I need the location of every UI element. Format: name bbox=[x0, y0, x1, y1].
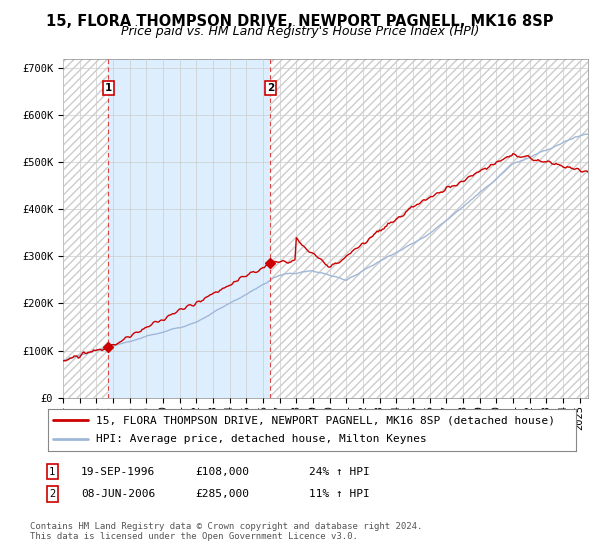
Text: 2: 2 bbox=[267, 82, 274, 92]
Text: Price paid vs. HM Land Registry's House Price Index (HPI): Price paid vs. HM Land Registry's House … bbox=[121, 25, 479, 38]
Text: 15, FLORA THOMPSON DRIVE, NEWPORT PAGNELL, MK16 8SP (detached house): 15, FLORA THOMPSON DRIVE, NEWPORT PAGNEL… bbox=[95, 415, 554, 425]
Text: HPI: Average price, detached house, Milton Keynes: HPI: Average price, detached house, Milt… bbox=[95, 435, 426, 445]
Text: 15, FLORA THOMPSON DRIVE, NEWPORT PAGNELL, MK16 8SP: 15, FLORA THOMPSON DRIVE, NEWPORT PAGNEL… bbox=[46, 14, 554, 29]
Text: 2: 2 bbox=[49, 489, 55, 499]
Text: Contains HM Land Registry data © Crown copyright and database right 2024.
This d: Contains HM Land Registry data © Crown c… bbox=[30, 522, 422, 542]
Text: 08-JUN-2006: 08-JUN-2006 bbox=[81, 489, 155, 499]
Text: 24% ↑ HPI: 24% ↑ HPI bbox=[309, 466, 370, 477]
Text: 1: 1 bbox=[105, 82, 112, 92]
Text: 11% ↑ HPI: 11% ↑ HPI bbox=[309, 489, 370, 499]
Text: £108,000: £108,000 bbox=[195, 466, 249, 477]
Text: £285,000: £285,000 bbox=[195, 489, 249, 499]
Text: 1: 1 bbox=[49, 466, 55, 477]
Bar bbox=[109, 59, 271, 398]
Text: 19-SEP-1996: 19-SEP-1996 bbox=[81, 466, 155, 477]
